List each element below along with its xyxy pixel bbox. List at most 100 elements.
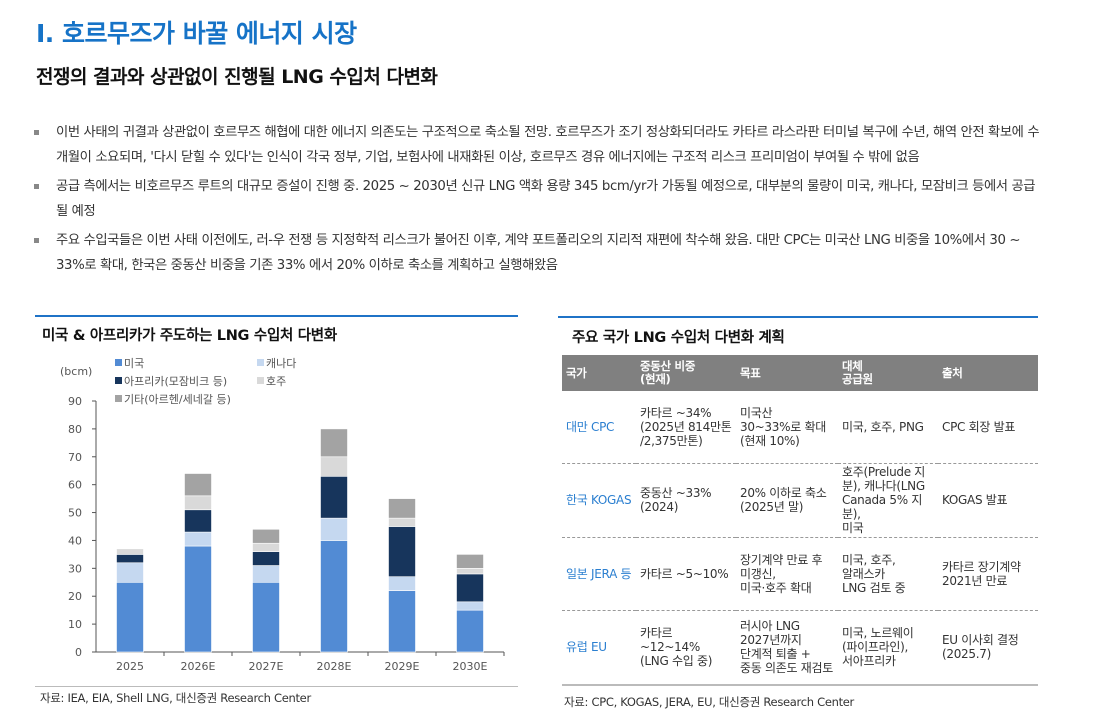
bar-segment xyxy=(184,531,212,547)
x-tick-label: 2027E xyxy=(249,660,284,673)
y-tick-label: 90 xyxy=(68,395,82,408)
bar-segment xyxy=(252,581,280,653)
table-cell: 카타르 ~12~14% (LNG 수입 중) xyxy=(636,610,736,686)
bar-segment xyxy=(388,576,416,591)
table-cell: EU 이사회 결정 (2025.7) xyxy=(938,610,1038,686)
page-title: Ⅰ. 호르무즈가 바꿀 에너지 시장 xyxy=(36,19,357,48)
bar-segment xyxy=(320,540,348,653)
y-tick-label: 30 xyxy=(68,562,82,575)
table-cell: 중동산 ~33% (2024) xyxy=(636,463,736,538)
bar-segment xyxy=(184,545,212,653)
table-cell: 카타르 ~5~10% xyxy=(636,537,736,611)
y-tick-label: 60 xyxy=(68,479,82,492)
y-axis-unit: (bcm) xyxy=(60,365,92,378)
bar-segment xyxy=(456,573,484,603)
bar-segment xyxy=(184,473,212,497)
bullet-item: 공급 측에서는 비호르무즈 루트의 대규모 증설이 진행 중. 2025 ~ 2… xyxy=(34,174,1044,224)
y-tick-label: 40 xyxy=(68,534,82,547)
bar-segment xyxy=(388,498,416,519)
legend-swatch xyxy=(115,359,122,366)
legend-label: 호주 xyxy=(266,375,286,388)
bullet-text: 주요 수입국들은 이번 사태 이전에도, 러-우 전쟁 등 지정학적 리스크가 … xyxy=(56,233,1021,273)
bar-segment xyxy=(388,517,416,527)
bar-segment xyxy=(116,581,144,653)
bar-segment xyxy=(184,495,212,511)
bar-segment xyxy=(456,568,484,575)
legend-label: 캐나다 xyxy=(266,357,296,370)
legend-swatch xyxy=(115,395,122,402)
x-tick-label: 2025 xyxy=(116,660,144,673)
x-tick-label: 2026E xyxy=(181,660,216,673)
table-row: 일본 JERA 등 카타르 ~5~10% 장기계약 만료 후 미갱신, 미국·호주 … xyxy=(562,537,1038,611)
table-cell: 미국, 호주, PNG xyxy=(838,391,938,464)
bullet-icon xyxy=(34,130,39,135)
bar-segment xyxy=(320,517,348,541)
bar-segment xyxy=(252,551,280,566)
legend-label: 아프리카(모잠비크 등) xyxy=(124,375,227,388)
bar-segment xyxy=(388,590,416,653)
legend-label: 미국 xyxy=(124,357,144,370)
bar-segment xyxy=(320,456,348,477)
legend-swatch xyxy=(257,359,264,366)
bar-segment xyxy=(116,548,144,555)
chart-source: 자료: IEA, EIA, Shell LNG, 대신증권 Research C… xyxy=(40,691,311,705)
bar-segment xyxy=(252,528,280,544)
table-cell: 장기계약 만료 후 미갱신, 미국·호주 확대 xyxy=(736,537,838,611)
bar-segment xyxy=(388,526,416,578)
bar-segment xyxy=(456,609,484,653)
table-header-cell: 중동산 비중 (현재) xyxy=(636,355,736,391)
bar-segment xyxy=(456,554,484,569)
table-cell: 미국, 호주, 알래스카 LNG 검토 중 xyxy=(838,537,938,611)
country-cell: 일본 JERA 등 xyxy=(562,537,636,611)
country-cell: 한국 KOGAS xyxy=(562,463,636,538)
bar-segment xyxy=(320,428,348,458)
table-cell: 미국, 노르웨이 (파이프라인), 서아프리카 xyxy=(838,610,938,686)
bar-segment xyxy=(252,542,280,552)
chart-title: 미국 & 아프리카가 주도하는 LNG 수입처 다변화 xyxy=(42,328,337,344)
bar-segment xyxy=(320,476,348,519)
country-cell: 유럽 EU xyxy=(562,610,636,686)
bullet-text: 이번 사태의 귀결과 상관없이 호르무즈 해협에 대한 에너지 의존도는 구조적… xyxy=(56,125,1040,165)
bullet-item: 주요 수입국들은 이번 사태 이전에도, 러-우 전쟁 등 지정학적 리스크가 … xyxy=(34,228,1044,278)
y-tick-label: 50 xyxy=(68,507,82,520)
x-tick-label: 2029E xyxy=(385,660,420,673)
table-title: 주요 국가 LNG 수입처 다변화 계획 xyxy=(572,330,785,346)
table-cell: CPC 회장 발표 xyxy=(938,391,1038,464)
bar-segment xyxy=(116,554,144,564)
section-divider xyxy=(35,315,518,317)
y-tick-label: 10 xyxy=(68,618,82,631)
table-row: 유럽 EU 카타르 ~12~14% (LNG 수입 중) 러시아 LNG 2027년… xyxy=(562,610,1038,686)
bar-segment xyxy=(184,509,212,533)
legend-label: 기타(아르헨/세네갈 등) xyxy=(124,392,231,406)
legend-swatch xyxy=(115,377,122,384)
section-bottom-line xyxy=(35,686,518,687)
y-tick-label: 70 xyxy=(68,451,82,464)
table-header-cell: 목표 xyxy=(736,355,838,391)
bar-segment xyxy=(252,565,280,583)
table-header-cell: 대체 공급원 xyxy=(838,355,938,391)
bullet-list: 이번 사태의 귀결과 상관없이 호르무즈 해협에 대한 에너지 의존도는 구조적… xyxy=(34,120,1044,282)
bar-segment xyxy=(116,562,144,583)
y-tick-label: 20 xyxy=(68,590,82,603)
country-cell: 대만 CPC xyxy=(562,391,636,464)
stacked-bar-chart: 0 10 20 30 40 50 60 70 80 90 (bcm) 2025 2026E 2027E 20… xyxy=(60,357,505,673)
table-cell: 러시아 LNG 2027년까지 단계적 퇴출 + 중동 의존도 재검토 xyxy=(736,610,838,686)
legend-swatch xyxy=(257,377,264,384)
bar-segment xyxy=(456,601,484,611)
table-cell: 20% 이하로 축소 (2025년 말) xyxy=(736,463,838,538)
table-row: 한국 KOGAS 중동산 ~33% (2024) 20% 이하로 축소 (2025년… xyxy=(562,463,1038,538)
y-tick-label: 0 xyxy=(75,646,82,659)
x-tick-label: 2030E xyxy=(453,660,488,673)
table-cell: 카타르 장기계약 2021년 만료 xyxy=(938,537,1038,611)
table-header-cell: 국가 xyxy=(562,355,636,391)
page-subtitle: 전쟁의 결과와 상관없이 진행될 LNG 수입처 다변화 xyxy=(36,66,438,88)
table-cell: 미국산 30~33%로 확대 (현재 10%) xyxy=(736,391,838,464)
y-tick-label: 80 xyxy=(68,423,82,436)
table-cell: KOGAS 발표 xyxy=(938,463,1038,538)
bullet-text: 공급 측에서는 비호르무즈 루트의 대규모 증설이 진행 중. 2025 ~ 2… xyxy=(56,179,1036,219)
bullet-icon xyxy=(34,238,39,243)
table-row: 대만 CPC 카타르 ~34% (2025년 814만톤 /2,375만톤) 미국산… xyxy=(562,391,1038,464)
import-plan-table: 국가 중동산 비중 (현재) 목표 대체 공급원 출처 대만 CPC 카타르 ~34% (… xyxy=(562,355,1038,686)
table-header-cell: 출처 xyxy=(938,355,1038,391)
section-divider xyxy=(558,316,1038,318)
